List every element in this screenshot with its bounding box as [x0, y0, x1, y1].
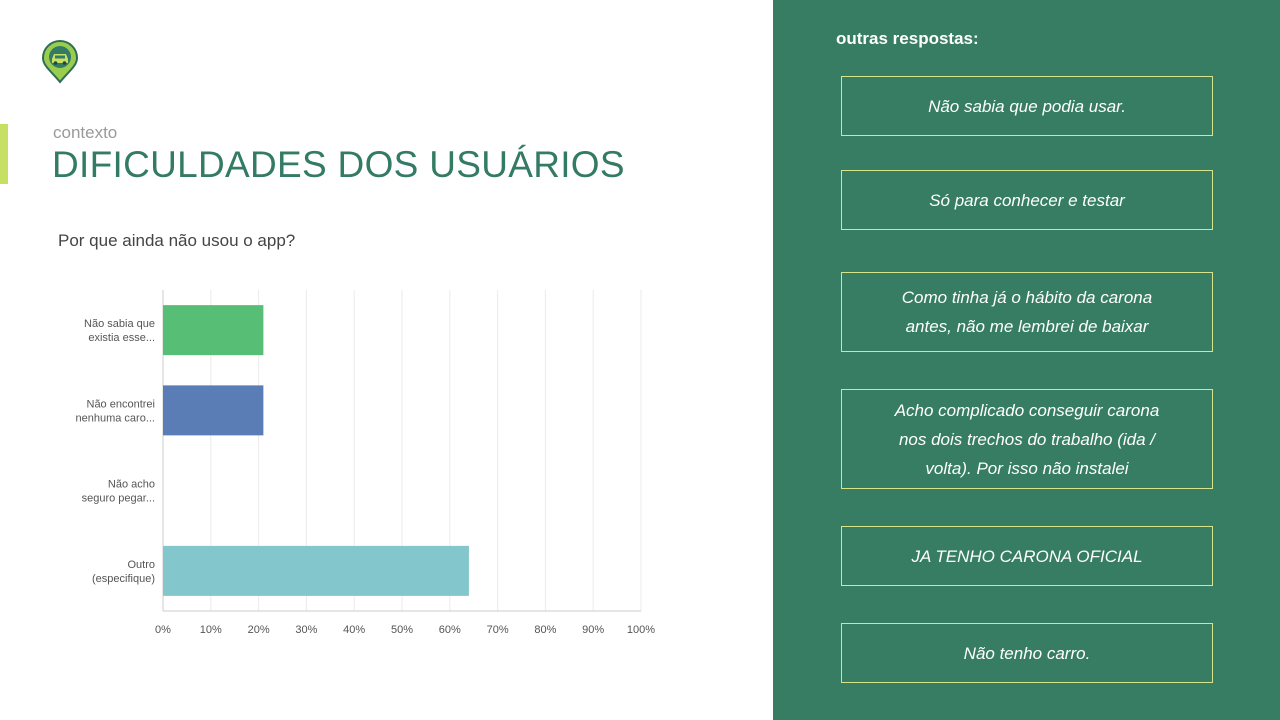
bar-chart: 0% 10% 20% 30% 40% 50% 60% 70% 80% 90% 100% Não sab… [76, 290, 655, 636]
category-label: Não sabia que existia esse... [84, 318, 155, 344]
chart-question: Por que ainda não usou o app? [58, 231, 296, 250]
x-tick-label: 10% [200, 624, 222, 636]
answer-text: Não tenho carro. [963, 643, 1091, 663]
x-tick-label: 0% [155, 624, 171, 636]
category-label: Não encontrei nenhuma caro... [76, 398, 156, 424]
bar [163, 385, 264, 436]
page-title: DIFICULDADES DOS USUÁRIOS [52, 144, 625, 185]
x-tick-label: 40% [343, 624, 365, 636]
other-answers-heading: outras respostas: [836, 29, 979, 48]
x-tick-label: 30% [295, 624, 317, 636]
x-tick-label: 70% [487, 624, 509, 636]
answer-box: Acho complicado conseguir carona nos doi… [841, 389, 1213, 489]
slide-content: contexto DIFICULDADES DOS USUÁRIOS Por q… [0, 40, 656, 636]
bar [163, 545, 469, 596]
answer-box: Só para conhecer e testar [841, 170, 1213, 230]
category-label: Não acho seguro pegar... [82, 479, 155, 505]
section-kicker: contexto [53, 123, 118, 142]
answer-box: Não sabia que podia usar. [841, 76, 1213, 136]
category-label: Outro (especifique) [92, 559, 155, 585]
answer-box: JA TENHO CARONA OFICIAL [841, 526, 1213, 586]
answer-text: Não sabia que podia usar. [928, 96, 1126, 116]
other-answers-panel: outras respostas: Não sabia que podia us… [773, 0, 1280, 720]
answer-text: Acho complicado conseguir carona nos doi… [894, 400, 1160, 478]
car-location-pin-icon [41, 40, 79, 84]
x-tick-label: 60% [439, 624, 461, 636]
bar [163, 305, 264, 356]
x-tick-label: 20% [248, 624, 270, 636]
x-tick-label: 100% [627, 624, 655, 636]
answer-text: JA TENHO CARONA OFICIAL [911, 546, 1143, 566]
x-tick-label: 80% [534, 624, 556, 636]
answer-text: Como tinha já o hábito da carona antes, … [901, 288, 1153, 336]
answer-box: Como tinha já o hábito da carona antes, … [841, 272, 1213, 352]
x-tick-label: 90% [582, 624, 604, 636]
answer-text: Só para conhecer e testar [929, 190, 1125, 210]
accent-bar [0, 124, 8, 184]
x-tick-label: 50% [391, 624, 413, 636]
answer-box: Não tenho carro. [841, 623, 1213, 683]
